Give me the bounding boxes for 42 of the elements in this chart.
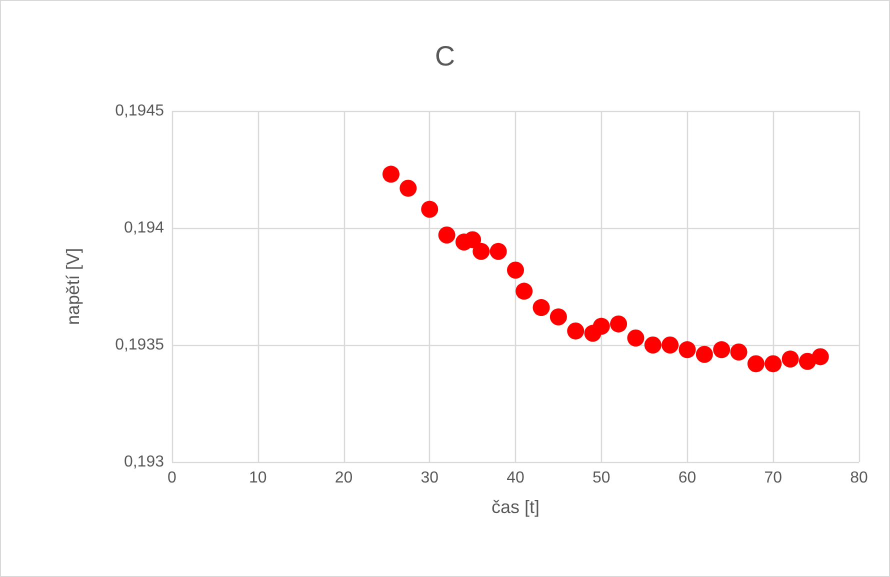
x-tick-label: 50 <box>592 470 610 486</box>
point <box>516 282 533 300</box>
point <box>567 322 584 340</box>
x-tick-label: 10 <box>248 470 267 486</box>
point <box>507 262 524 279</box>
x-tick-label: 40 <box>506 470 524 486</box>
x-tick-label: 80 <box>850 470 868 486</box>
y-tick-label: 0,194 <box>124 220 164 236</box>
point <box>610 315 628 332</box>
y-axis-title: napětí [V] <box>63 248 83 326</box>
point <box>798 352 816 370</box>
point <box>464 231 482 248</box>
y-tick-label: 0,1945 <box>115 102 164 120</box>
point <box>678 341 696 358</box>
point <box>400 180 417 197</box>
x-tick-label: 60 <box>678 470 696 486</box>
x-tick-label: 30 <box>420 470 439 486</box>
point <box>532 299 550 316</box>
point <box>592 318 610 335</box>
y-tick-label: 0,193 <box>124 454 164 470</box>
x-tick-label: 70 <box>764 470 782 486</box>
point <box>662 336 679 354</box>
point <box>382 166 400 183</box>
point <box>747 355 764 372</box>
point <box>713 341 730 358</box>
x-axis-title: čas [t] <box>491 497 540 517</box>
x-tick-label: 0 <box>168 470 177 486</box>
point <box>644 336 662 354</box>
point <box>438 226 456 244</box>
point <box>812 348 829 366</box>
chart-title: C <box>434 40 456 72</box>
point <box>472 242 490 260</box>
point <box>627 329 644 346</box>
point <box>730 344 748 361</box>
point <box>764 355 782 372</box>
point <box>421 200 438 218</box>
x-tick-label: 20 <box>334 470 353 486</box>
point <box>550 308 567 326</box>
point <box>696 346 713 363</box>
point <box>490 242 507 260</box>
point <box>782 350 799 368</box>
y-tick-label: 0,1935 <box>115 336 164 354</box>
